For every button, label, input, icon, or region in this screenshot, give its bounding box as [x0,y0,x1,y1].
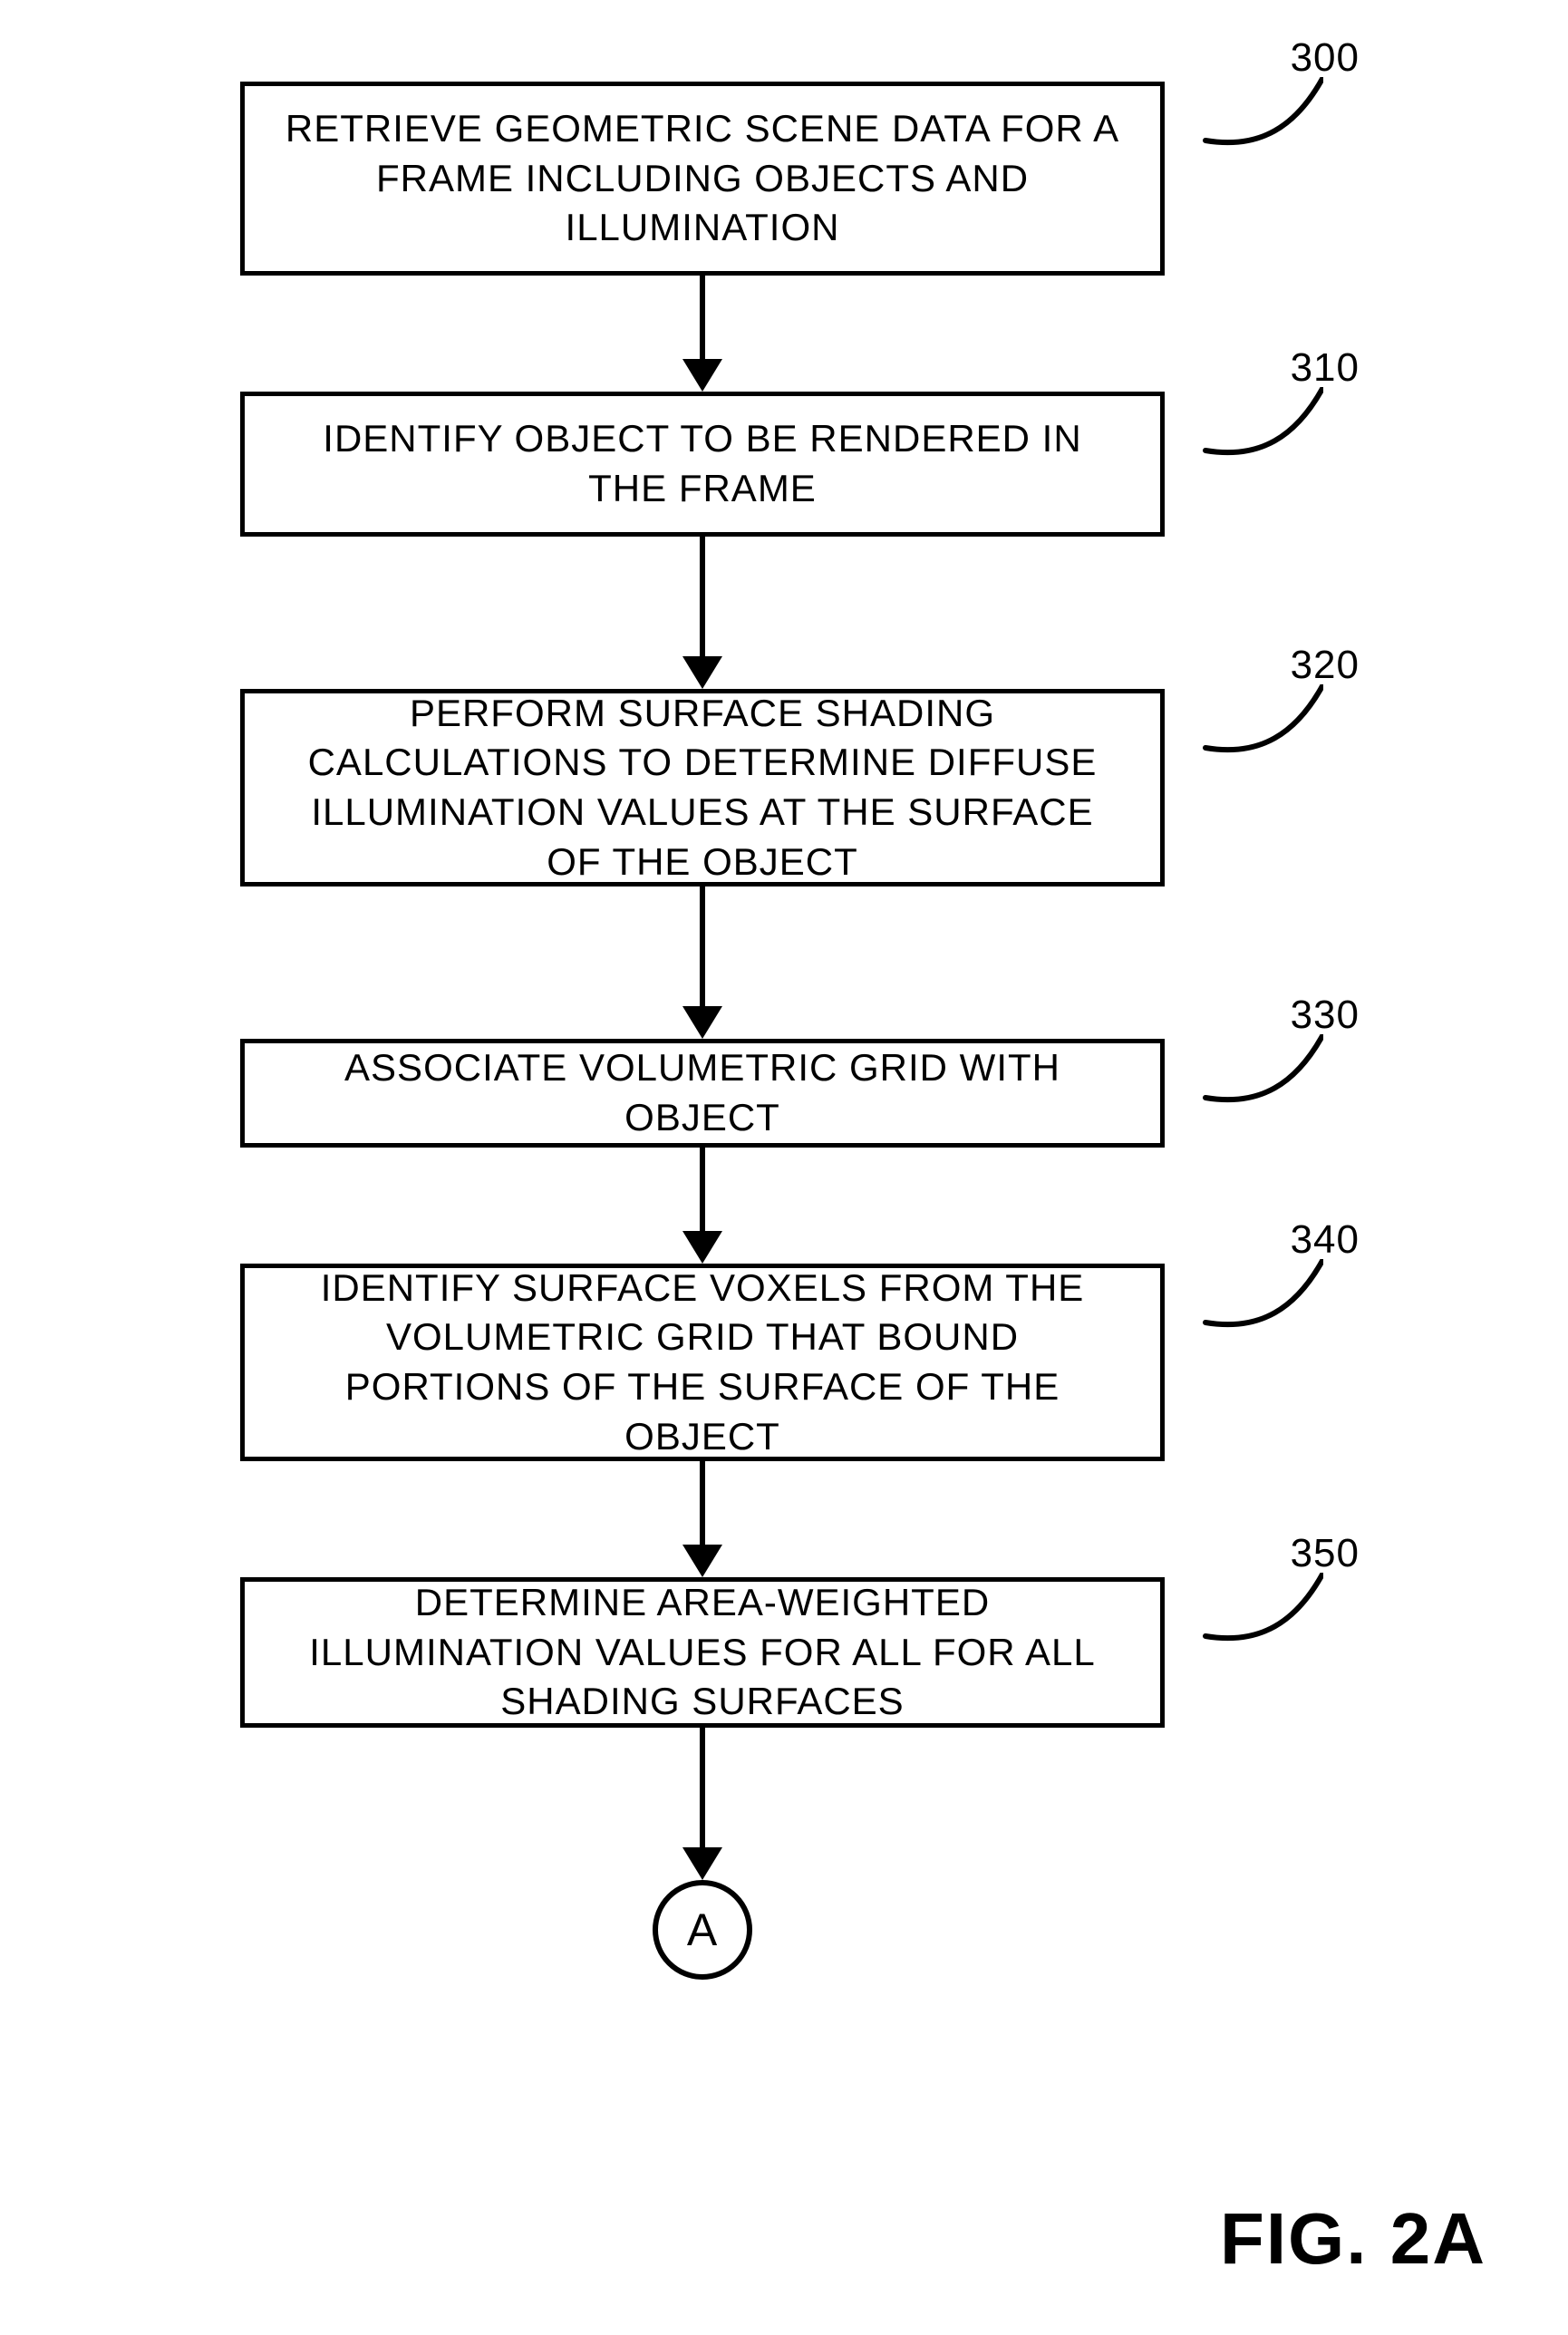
page: RETRIEVE GEOMETRIC SCENE DATA FOR A FRAM… [0,0,1568,2335]
flow-step-box: RETRIEVE GEOMETRIC SCENE DATA FOR A FRAM… [240,82,1165,276]
arrow-shaft [700,1461,705,1546]
flow-step-text: IDENTIFY SURFACE VOXELS FROM THE VOLUMET… [281,1264,1124,1461]
flow-step-box: PERFORM SURFACE SHADING CALCULATIONS TO … [240,689,1165,887]
arrow-down [682,276,722,392]
arrow-shaft [700,1148,705,1233]
figure-label: FIG. 2A [1220,2197,1486,2281]
callout-swoosh-icon [1187,77,1323,168]
arrow-head-icon [682,656,722,689]
arrow-head-icon [682,1231,722,1264]
arrow-head-icon [682,1847,722,1880]
connector-label: A [687,1904,718,1956]
arrow-down [682,1148,722,1264]
arrow-head-icon [682,1006,722,1039]
reference-number: 300 [1291,32,1360,83]
arrow-shaft [700,276,705,361]
flow-step-box: ASSOCIATE VOLUMETRIC GRID WITH OBJECT330 [240,1039,1165,1148]
arrow-head-icon [682,1545,722,1577]
flowchart-column: RETRIEVE GEOMETRIC SCENE DATA FOR A FRAM… [136,82,1269,1980]
callout-swoosh-icon [1187,1573,1323,1663]
arrow-head-icon [682,359,722,392]
arrow-down [682,887,722,1039]
arrow-shaft [700,1728,705,1849]
flow-step-text: PERFORM SURFACE SHADING CALCULATIONS TO … [281,689,1124,887]
arrow-shaft [700,537,705,658]
arrow-shaft [700,887,705,1008]
off-page-connector: A [653,1880,752,1980]
flow-step-text: DETERMINE AREA-WEIGHTED ILLUMINATION VAL… [281,1578,1124,1727]
arrow-down [682,537,722,689]
reference-number: 310 [1291,342,1360,393]
flow-step-box: DETERMINE AREA-WEIGHTED ILLUMINATION VAL… [240,1577,1165,1728]
callout-swoosh-icon [1187,684,1323,775]
flow-step-text: IDENTIFY OBJECT TO BE RENDERED IN THE FR… [281,414,1124,513]
reference-number: 350 [1291,1527,1360,1579]
callout-swoosh-icon [1187,387,1323,478]
reference-number: 340 [1291,1214,1360,1265]
arrow-down [682,1728,722,1880]
flow-step-text: RETRIEVE GEOMETRIC SCENE DATA FOR A FRAM… [281,104,1124,253]
flow-step-box: IDENTIFY OBJECT TO BE RENDERED IN THE FR… [240,392,1165,537]
callout-swoosh-icon [1187,1259,1323,1350]
reference-number: 330 [1291,989,1360,1041]
callout-swoosh-icon [1187,1034,1323,1125]
arrow-down [682,1461,722,1577]
flow-step-box: IDENTIFY SURFACE VOXELS FROM THE VOLUMET… [240,1264,1165,1461]
flow-step-text: ASSOCIATE VOLUMETRIC GRID WITH OBJECT [281,1043,1124,1142]
reference-number: 320 [1291,639,1360,691]
